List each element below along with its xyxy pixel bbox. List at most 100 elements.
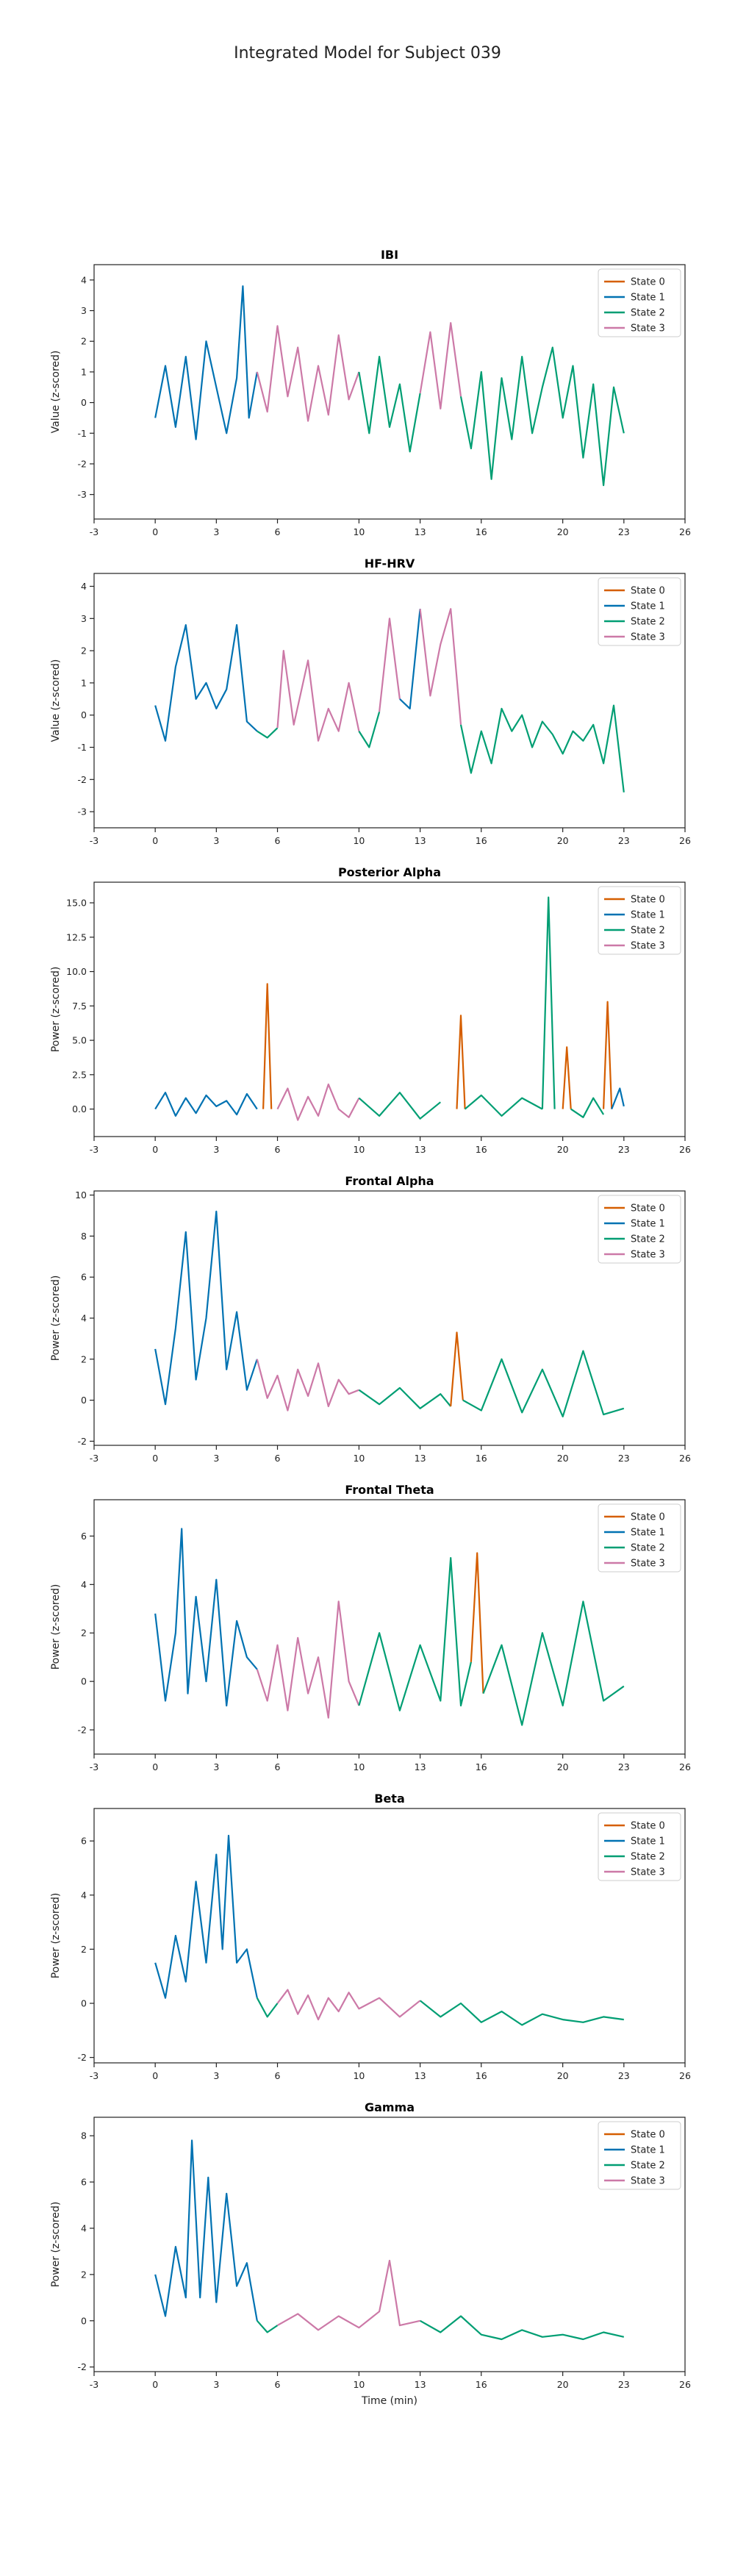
series-line-state-0 (456, 1015, 466, 1109)
x-tick-label: 10 (353, 526, 365, 537)
x-tick-label: 16 (476, 1144, 487, 1155)
x-tick-label: 0 (152, 1144, 158, 1155)
series-line-state-1 (154, 623, 258, 742)
x-tick-label: 3 (213, 1453, 219, 1464)
legend-label: State 0 (631, 895, 665, 906)
x-tick-label: 3 (213, 2070, 219, 2081)
y-tick-label: 0 (81, 1676, 87, 1687)
y-tick-label: 5.0 (72, 1035, 87, 1046)
legend-box (598, 2121, 681, 2190)
series-line-state-0 (470, 1552, 484, 1694)
x-tick-label: 10 (353, 1761, 365, 1772)
y-tick-label: 6 (81, 1531, 87, 1542)
x-tick-label: 20 (557, 526, 569, 537)
x-tick-label: 13 (415, 2070, 426, 2081)
series-line-state-0 (562, 1046, 572, 1109)
series-line-state-3 (276, 1083, 360, 1121)
x-tick-label: 26 (679, 526, 691, 537)
subplot-title: HF-HRV (365, 557, 415, 570)
x-tick-label: -3 (90, 1453, 98, 1464)
series-line-state-3 (256, 1359, 359, 1412)
y-tick-label: 4 (81, 2222, 87, 2233)
legend-label: State 2 (631, 617, 665, 628)
y-tick-label: 2 (81, 1353, 87, 1364)
y-tick-label: 0 (81, 709, 87, 720)
legend-label: State 2 (631, 1234, 665, 1245)
series-line-state-2 (459, 704, 625, 793)
legend-label: State 2 (631, 308, 665, 319)
legend-label: State 0 (631, 1512, 665, 1523)
series-line-state-1 (154, 2139, 258, 2321)
y-tick-label: 2 (81, 645, 87, 656)
legend-label: State 1 (631, 601, 665, 612)
legend-label: State 0 (631, 277, 665, 288)
x-tick-label: 6 (275, 1144, 281, 1155)
series-line-state-2 (358, 1557, 472, 1711)
x-tick-label: -3 (90, 1761, 98, 1772)
x-tick-label: 16 (476, 1453, 487, 1464)
legend-label: State 3 (631, 323, 665, 334)
subplot-frontal-theta: Frontal Theta -3 0 3 6 10 13 16 20 23 26 -2 0 2 4 6 Powe… (50, 1483, 691, 1772)
subplot-posterior-alpha: Posterior Alpha -3 0 3 6 10 13 16 20 23 26 0.0 2.5 5.… (50, 865, 691, 1155)
subplot-title: Frontal Alpha (345, 1174, 434, 1188)
legend-box (598, 268, 681, 337)
y-tick-label: 1 (81, 677, 87, 688)
y-tick-label: -2 (78, 2361, 87, 2372)
legend-label: State 1 (631, 910, 665, 921)
x-tick-label: 23 (618, 1144, 630, 1155)
x-tick-label: 10 (353, 835, 365, 846)
y-tick-label: 8 (81, 1231, 87, 1242)
y-tick-label: -3 (78, 806, 87, 817)
series-line-state-1 (399, 609, 421, 710)
series-line-state-0 (450, 1331, 464, 1407)
series-line-state-2 (256, 1997, 279, 2018)
y-tick-label: 7.5 (72, 1001, 87, 1012)
series-line-state-3 (256, 325, 360, 422)
series-line-state-3 (256, 1600, 360, 1719)
x-tick-label: 10 (353, 1453, 365, 1464)
series-line-state-2 (358, 711, 381, 748)
y-tick-label: 0 (81, 1998, 87, 2009)
x-tick-label: 23 (618, 2070, 630, 2081)
axes-frame (93, 264, 686, 520)
x-tick-label: 20 (557, 2070, 569, 2081)
x-tick-label: 23 (618, 526, 630, 537)
y-tick-label: -2 (78, 774, 87, 785)
y-tick-label: 0 (81, 1395, 87, 1406)
legend-box (598, 1195, 681, 1264)
x-tick-label: 13 (415, 2379, 426, 2390)
series-line-state-3 (276, 649, 360, 742)
subplot-title: Frontal Theta (345, 1483, 434, 1497)
series-line-state-2 (459, 346, 625, 487)
x-tick-label: 0 (152, 835, 158, 846)
y-tick-label: 6 (81, 2177, 87, 2188)
legend-label: State 0 (631, 1203, 665, 1214)
series-line-state-2 (570, 1097, 605, 1118)
x-tick-label: 16 (476, 526, 487, 537)
x-tick-label: -3 (90, 2379, 98, 2390)
y-axis-label: Value (z-scored) (50, 351, 62, 434)
x-tick-label: 3 (213, 1144, 219, 1155)
y-tick-label: -2 (78, 1725, 87, 1736)
x-tick-label: -3 (90, 526, 98, 537)
y-tick-label: 0 (81, 397, 87, 408)
x-tick-label: 20 (557, 835, 569, 846)
x-tick-label: 26 (679, 835, 691, 846)
legend-box (598, 886, 681, 955)
axes-frame (93, 2117, 686, 2372)
x-tick-label: 6 (275, 1453, 281, 1464)
series-line-state-0 (603, 1001, 613, 1109)
y-tick-label: 0.0 (72, 1103, 87, 1115)
x-tick-label: 0 (152, 1761, 158, 1772)
y-tick-label: 4 (81, 1889, 87, 1900)
y-tick-label: -2 (78, 2052, 87, 2063)
legend-box (598, 1503, 681, 1573)
x-tick-label: 13 (415, 1144, 426, 1155)
legend-label: State 1 (631, 1528, 665, 1539)
y-axis-label: Power (z-scored) (50, 967, 62, 1053)
x-tick-label: 0 (152, 526, 158, 537)
subplot-title: Beta (374, 1792, 405, 1806)
y-tick-label: 6 (81, 1836, 87, 1847)
